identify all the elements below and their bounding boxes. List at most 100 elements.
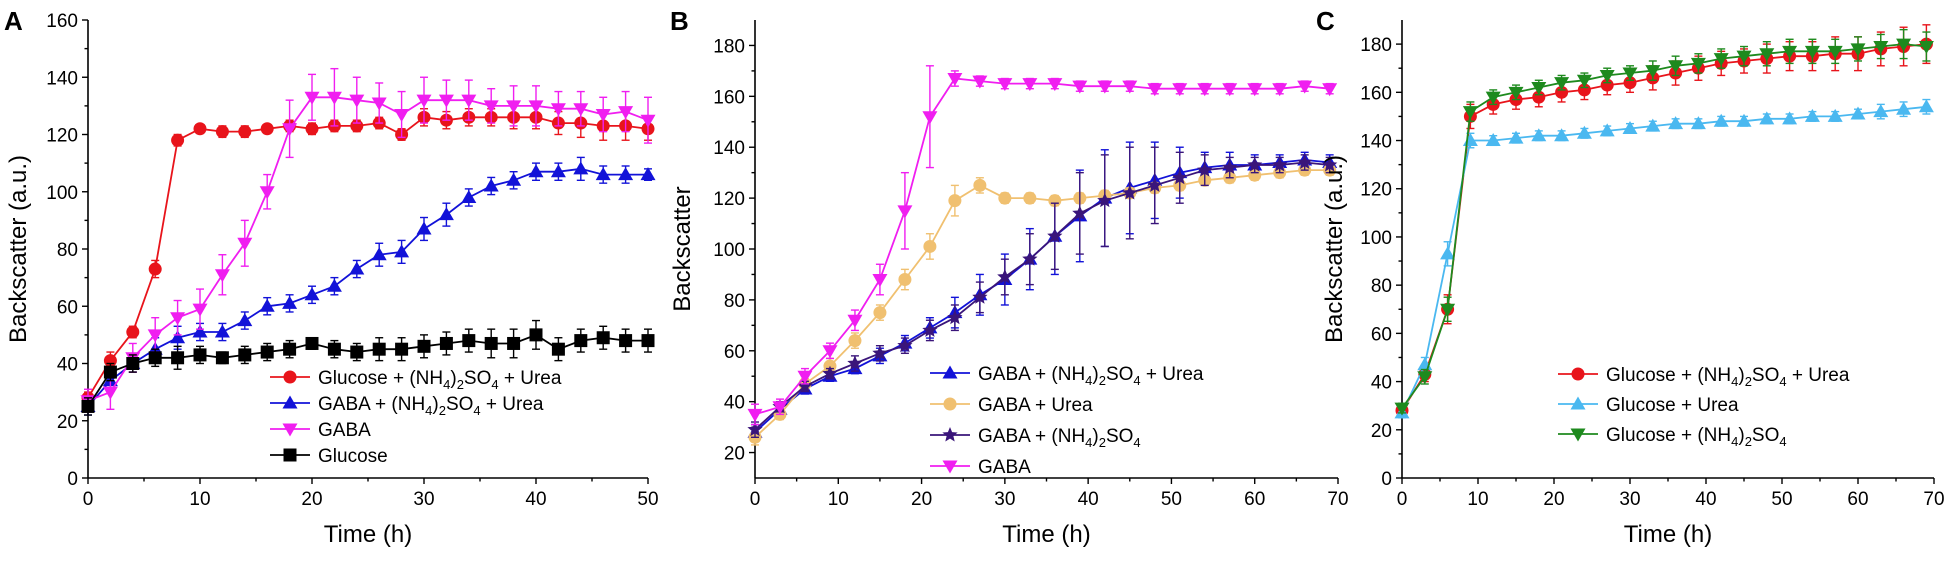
legend-text-part: GABA + Urea xyxy=(978,395,1093,416)
data-point xyxy=(395,342,409,356)
data-point xyxy=(1097,80,1113,94)
data-point xyxy=(1554,77,1570,91)
series xyxy=(1395,24,1933,418)
legend-marker xyxy=(1571,367,1585,381)
y-tick-label: 140 xyxy=(1360,132,1392,153)
data-point xyxy=(797,370,813,384)
data-point xyxy=(147,329,163,343)
data-point xyxy=(847,314,863,328)
data-point xyxy=(1599,123,1615,137)
data-point xyxy=(1896,101,1912,115)
data-point xyxy=(618,167,634,181)
legend-entry: GABA xyxy=(270,420,371,441)
data-point xyxy=(1508,130,1524,144)
legend-subscript: 2 xyxy=(439,403,446,418)
legend-text-part: GABA + (NH xyxy=(318,394,425,415)
data-point xyxy=(973,178,987,192)
data-point xyxy=(923,239,937,253)
data-point xyxy=(948,194,962,208)
panel-b: B 0 10 20 30 40 50 60 70 20 40 60 80 100 120 140 160 180 T… xyxy=(669,6,1349,548)
data-point xyxy=(304,91,320,105)
data-point xyxy=(1645,65,1661,79)
data-point xyxy=(1576,125,1592,139)
data-point xyxy=(417,339,431,353)
x-tick-label: 30 xyxy=(994,489,1015,510)
data-point xyxy=(1147,177,1163,192)
data-point xyxy=(81,399,95,413)
data-point xyxy=(148,351,162,365)
legend-entry: Glucose + (NH4)2SO4 + Urea xyxy=(270,368,562,392)
data-point xyxy=(847,355,863,370)
data-point xyxy=(1023,191,1037,205)
series-line xyxy=(1401,43,1927,411)
y-tick-label: 140 xyxy=(46,68,78,89)
series xyxy=(81,105,655,405)
series xyxy=(747,146,1338,438)
data-point xyxy=(1172,83,1188,97)
data-point xyxy=(506,172,522,186)
legend-text-part: ) xyxy=(432,394,438,415)
legend-subscript: 2 xyxy=(1745,434,1752,449)
y-tick-label: 180 xyxy=(713,36,745,57)
data-point xyxy=(238,348,252,362)
data-point xyxy=(772,401,788,415)
y-tick-label: 180 xyxy=(1360,35,1392,56)
data-point xyxy=(529,328,543,342)
data-point xyxy=(1623,76,1637,90)
data-point xyxy=(822,365,838,381)
data-point xyxy=(170,330,186,344)
data-point xyxy=(103,365,117,379)
data-point xyxy=(416,221,432,235)
data-point xyxy=(1555,85,1569,99)
data-point xyxy=(1827,108,1843,122)
data-point xyxy=(595,108,611,122)
legend-text-part: Glucose + (NH xyxy=(1606,425,1731,446)
data-point xyxy=(304,287,320,301)
data-point xyxy=(126,325,140,339)
data-point xyxy=(640,167,656,181)
x-tick-label: 50 xyxy=(637,489,658,510)
data-point xyxy=(573,161,589,175)
data-point xyxy=(394,108,410,122)
y-tick-label: 160 xyxy=(1360,83,1392,104)
y-tick-label: 100 xyxy=(1360,228,1392,249)
data-point xyxy=(1462,133,1478,147)
data-point xyxy=(997,78,1013,92)
data-point xyxy=(1440,303,1456,317)
data-point xyxy=(1804,45,1820,59)
data-point xyxy=(618,106,634,120)
legend-entry: GABA + Urea xyxy=(930,395,1093,416)
legend-text-part: Glucose + (NH xyxy=(318,368,443,389)
data-point xyxy=(1668,60,1684,74)
y-tick-label: 60 xyxy=(724,342,745,363)
x-tick-label: 20 xyxy=(301,489,322,510)
legend-subscript: 4 xyxy=(1779,374,1786,389)
data-point xyxy=(349,261,365,275)
legend-subscript: 4 xyxy=(1731,434,1738,449)
data-point xyxy=(260,345,274,359)
legend-entry: Glucose + Urea xyxy=(1558,395,1739,416)
legend-subscript: 2 xyxy=(457,377,464,392)
data-point xyxy=(1918,41,1934,55)
data-point xyxy=(1850,106,1866,120)
legend-text-part: GABA xyxy=(318,420,371,441)
data-point xyxy=(326,278,342,292)
data-point xyxy=(350,345,364,359)
legend-entry: Glucose + (NH4)2SO4 xyxy=(1558,425,1787,449)
legend-text-part: GABA + (NH xyxy=(978,426,1085,447)
x-axis-title: Time (h) xyxy=(324,521,412,548)
data-point xyxy=(1532,90,1546,104)
data-point xyxy=(1047,78,1063,92)
y-tick-label: 40 xyxy=(1371,373,1392,394)
data-point xyxy=(1297,154,1313,169)
y-tick-label: 40 xyxy=(724,393,745,414)
legend-subscript: 4 xyxy=(1133,435,1140,450)
data-point xyxy=(215,125,229,139)
data-point xyxy=(897,205,913,219)
data-point xyxy=(193,348,207,362)
panel-letter: A xyxy=(4,6,23,36)
x-tick-label: 30 xyxy=(1619,489,1640,510)
data-point xyxy=(1690,116,1706,130)
x-tick-label: 40 xyxy=(1695,489,1716,510)
